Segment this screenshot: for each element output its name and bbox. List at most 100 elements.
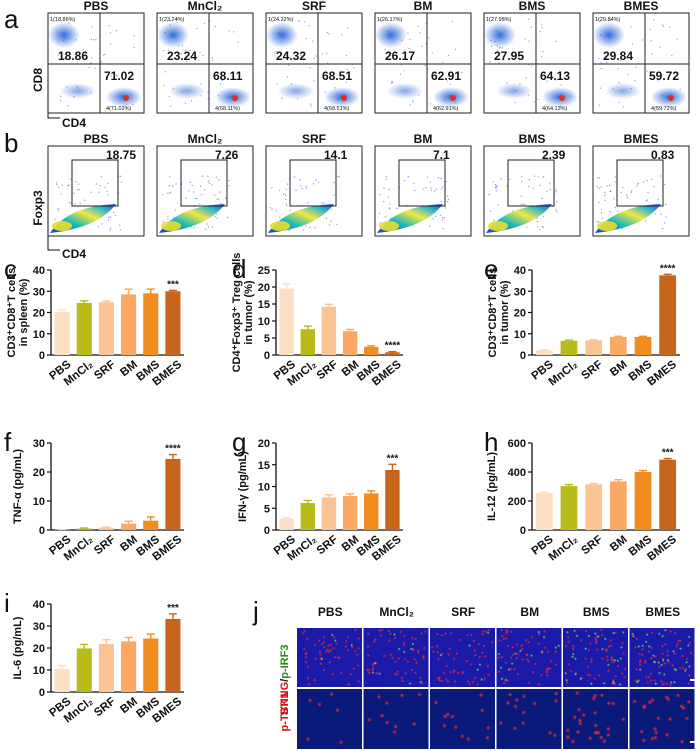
ptbk1-signal (485, 735, 490, 741)
ptbk1-signal (639, 729, 645, 734)
event-dot (665, 216, 667, 218)
treg-gate (180, 159, 228, 207)
ptbk1-signal (521, 693, 527, 699)
event-dot (621, 227, 623, 230)
sting-signal (594, 641, 598, 645)
micrograph-bg (629, 689, 695, 749)
event-dot (537, 176, 539, 178)
y-tick-label: 600 (508, 438, 526, 450)
event-dot (207, 91, 209, 93)
event-dot (618, 81, 620, 84)
event-dot (420, 45, 423, 47)
sting-signal (527, 640, 531, 644)
event-dot (542, 176, 545, 178)
sting-signal (649, 646, 653, 650)
event-dot (309, 66, 312, 69)
event-dot (278, 189, 281, 191)
sting-signal (461, 670, 465, 674)
event-dot (162, 194, 164, 196)
bar-MnCl2 (560, 486, 578, 530)
event-dot (293, 176, 296, 178)
double-negative-cloud (169, 83, 205, 99)
sting-signal (313, 643, 317, 647)
bar-BMS (143, 293, 159, 355)
event-dot (162, 49, 165, 52)
axis-arrow-a (47, 76, 60, 119)
bar-PBS (535, 350, 553, 355)
plot-title: BMS (519, 132, 546, 146)
y-tick-label: 30 (33, 286, 45, 298)
sting-signal (647, 675, 651, 679)
event-dot (333, 181, 335, 184)
event-dot (412, 101, 414, 103)
cd8-percent: 23.24 (167, 49, 197, 63)
event-dot (495, 187, 497, 189)
event-dot (526, 226, 528, 229)
event-dot (539, 184, 541, 187)
pirf3-signal (557, 644, 561, 648)
event-dot (57, 207, 60, 210)
y-tick-label: 0 (39, 350, 45, 362)
sting-signal (442, 671, 446, 675)
sting-signal (446, 652, 451, 657)
sting-signal (663, 642, 667, 646)
sting-signal (346, 635, 350, 639)
cd4-percent: 68.11 (213, 69, 243, 83)
density-core (597, 221, 617, 231)
sting-signal (480, 651, 484, 655)
double-negative-cloud (278, 83, 314, 99)
event-dot (58, 186, 60, 189)
ptbk1-signal (606, 700, 612, 706)
event-dot (109, 32, 112, 34)
event-dot (338, 176, 340, 178)
event-dot (100, 61, 102, 63)
event-dot (82, 49, 85, 51)
event-dot (503, 18, 505, 20)
sting-signal (586, 665, 590, 669)
event-dot (281, 97, 283, 99)
q4-small-label: 4(71.02%) (106, 106, 132, 112)
event-dot (221, 79, 224, 82)
event-dot (489, 61, 491, 63)
event-dot (428, 225, 431, 227)
event-dot (536, 220, 539, 223)
sting-signal (379, 633, 383, 638)
sting-signal (545, 673, 550, 678)
y-tick-label: 0 (520, 525, 526, 537)
event-dot (664, 183, 666, 186)
sting-signal (322, 640, 326, 644)
event-dot (488, 193, 491, 196)
significance-marker: *** (662, 448, 674, 459)
event-dot (286, 205, 288, 207)
sting-signal (391, 656, 395, 660)
cd4-percent: 59.72 (649, 69, 679, 83)
event-dot (295, 189, 297, 191)
sting-signal (304, 652, 308, 656)
sting-signal (584, 629, 588, 633)
sting-signal (410, 668, 414, 672)
event-dot (200, 95, 203, 97)
plot-title: BMS (519, 0, 546, 13)
y-tick-label: 15 (258, 299, 270, 311)
event-dot (115, 29, 118, 32)
sting-signal (313, 678, 317, 682)
micrograph-bg (430, 689, 495, 749)
event-dot (108, 25, 110, 27)
pirf3-signal (439, 653, 443, 657)
sting-signal (638, 662, 642, 667)
panel-letter-f: f (4, 427, 12, 457)
sting-signal (472, 639, 476, 643)
event-dot (201, 175, 204, 177)
pirf3-signal (566, 630, 570, 634)
event-dot (614, 176, 617, 178)
sting-signal (673, 631, 677, 635)
event-dot (74, 203, 76, 205)
bar-PBS (279, 518, 294, 530)
sting-signal (400, 676, 404, 680)
panel-a: a CD8 CD4 PBS 1(18.86%) 18.86 71.02 4(71.02%… (4, 0, 690, 130)
y-tick-label: 40 (33, 265, 45, 277)
sting-signal (328, 660, 332, 664)
event-dot (174, 209, 176, 211)
micrograph-ptbk1-6 (629, 689, 695, 749)
sting-signal (402, 643, 406, 647)
